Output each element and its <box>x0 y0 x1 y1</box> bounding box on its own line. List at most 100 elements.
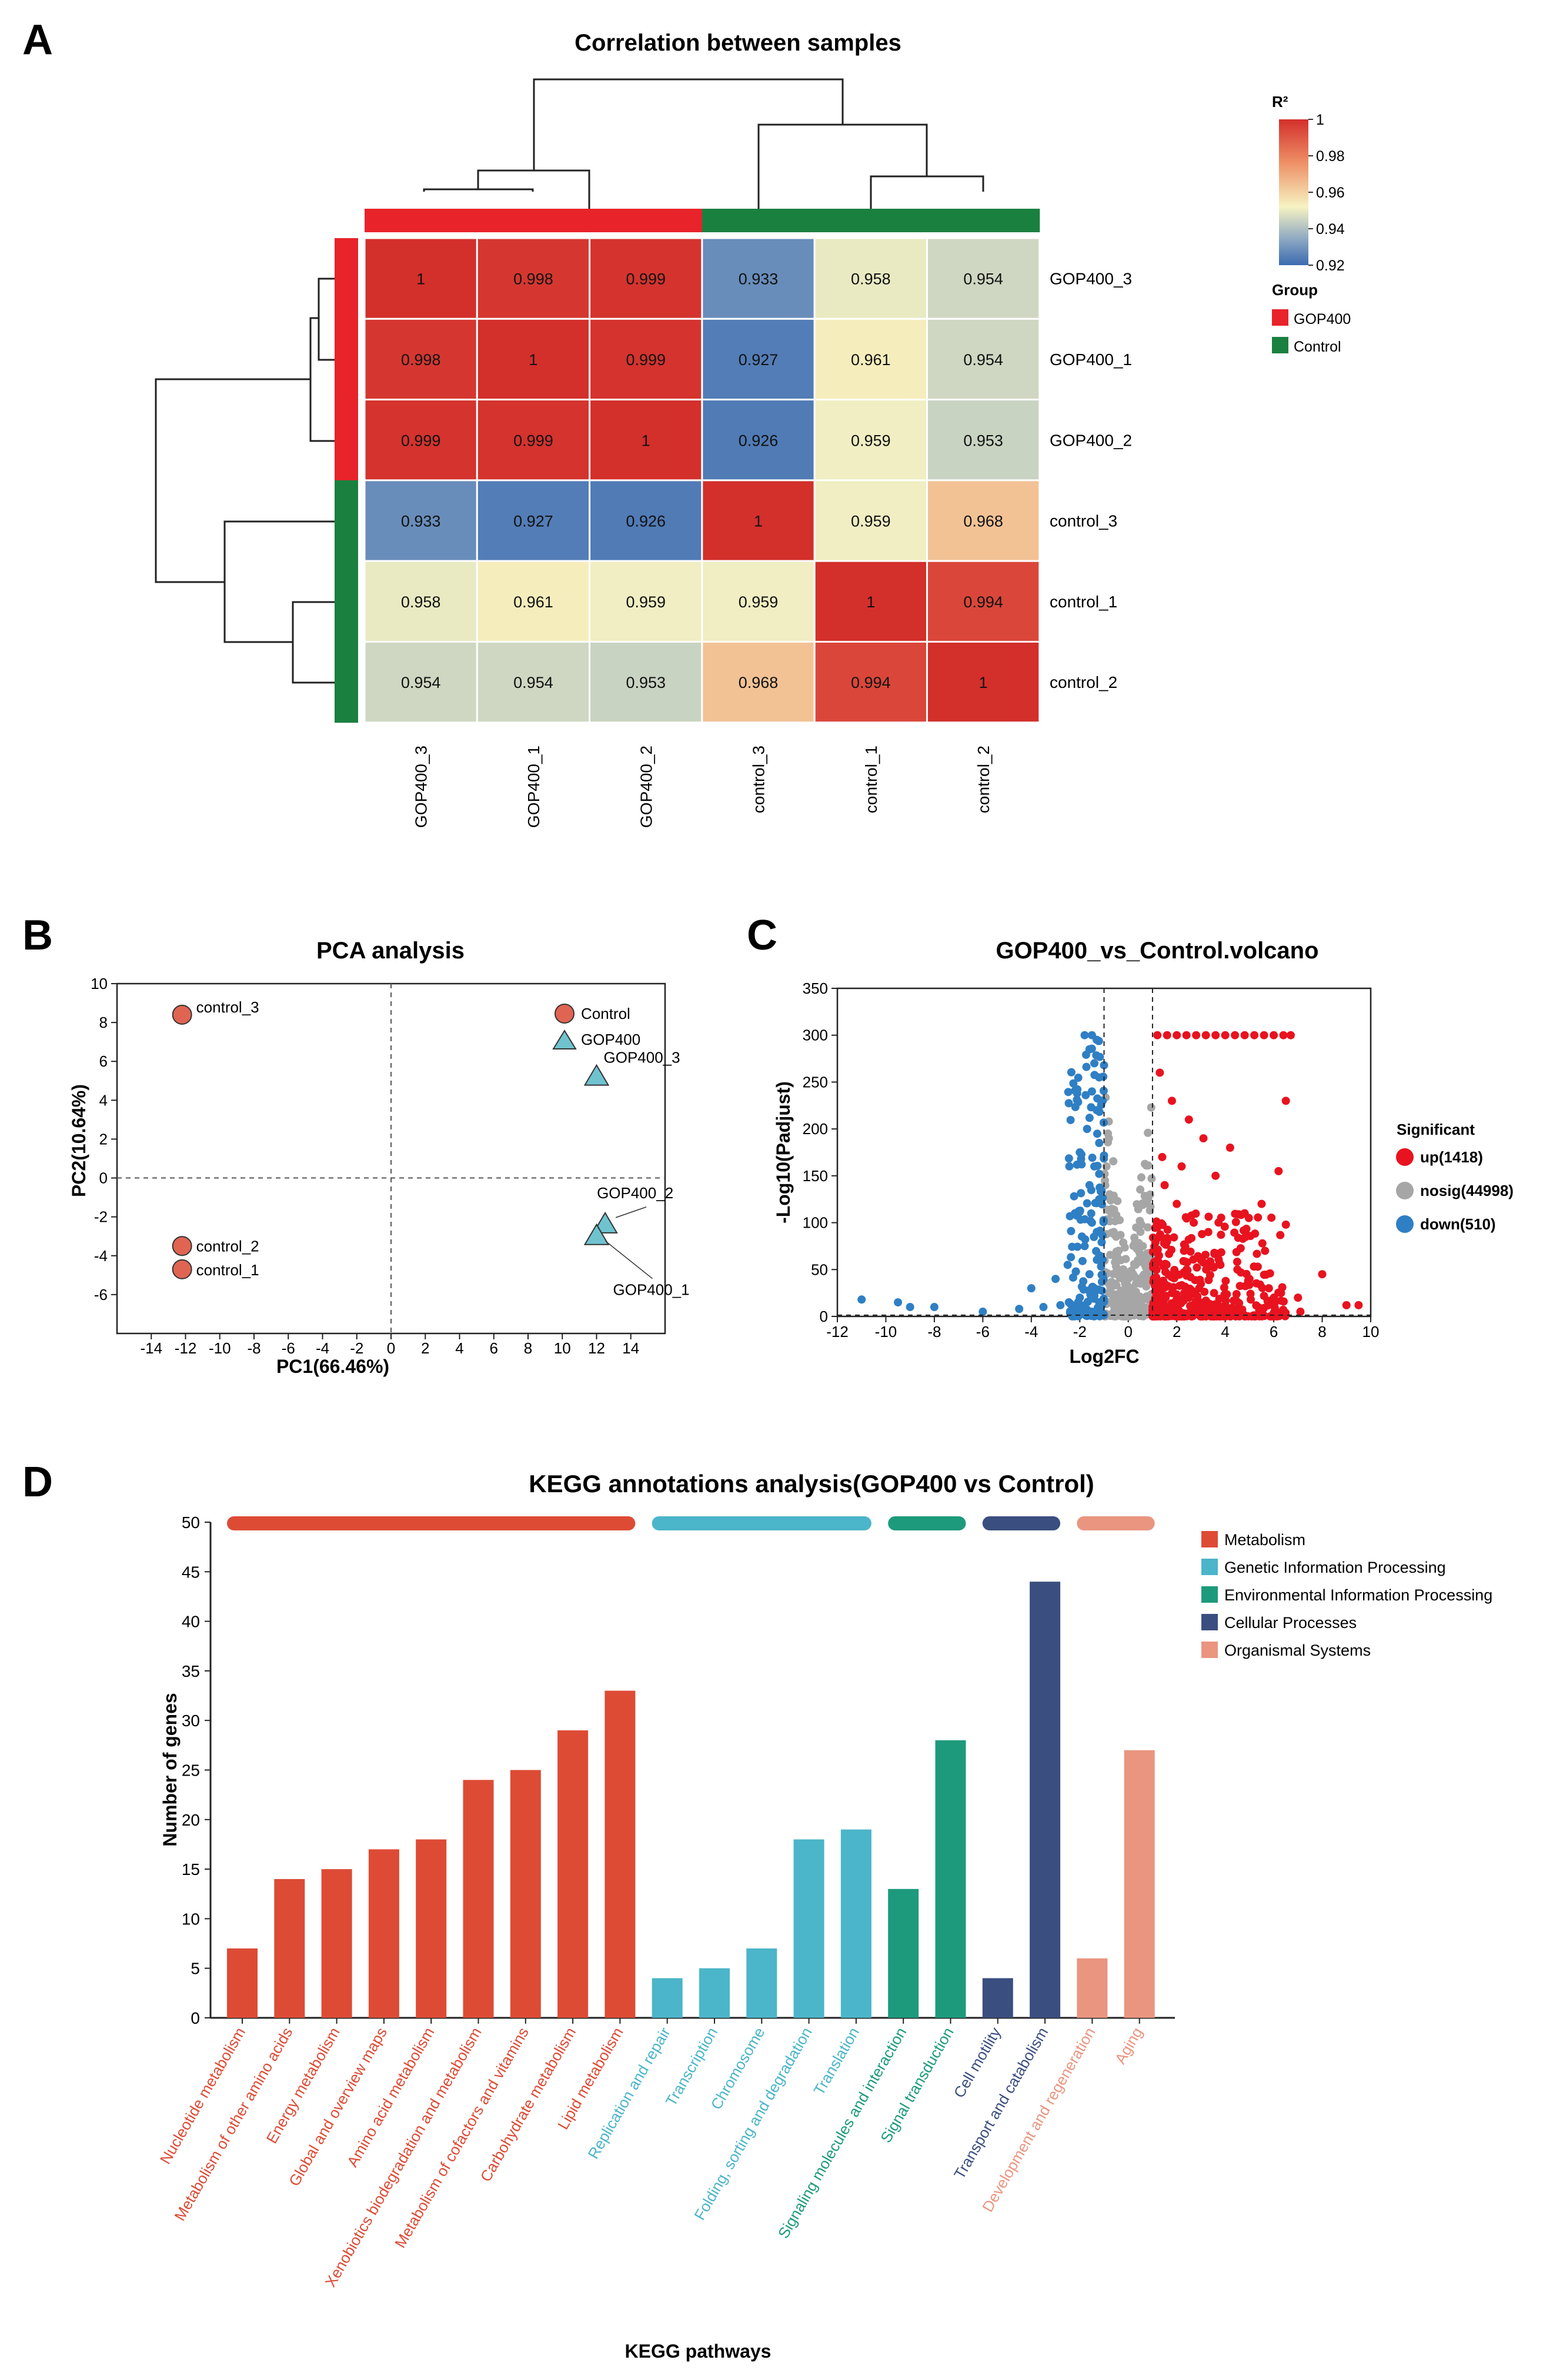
volcano-point-down <box>1067 1226 1076 1235</box>
kegg-category-label: Aging <box>1111 2024 1146 2067</box>
volcano-point-up <box>1251 1229 1260 1238</box>
volcano-point-down <box>1100 1061 1108 1069</box>
heatmap-cell <box>701 317 816 401</box>
volcano-y-tick-label: 350 <box>803 980 828 997</box>
volcano-point-down <box>1099 1087 1108 1095</box>
volcano-point-down <box>1087 1308 1096 1316</box>
volcano-point-up <box>1211 1171 1220 1180</box>
pca-y-tick-label: 4 <box>99 1091 108 1109</box>
panel-label-c: C <box>747 912 777 959</box>
volcano-point-down <box>1085 1045 1094 1054</box>
volcano-point-up <box>1204 1276 1213 1285</box>
volcano-x-tick-label: 10 <box>1362 1323 1380 1341</box>
kegg-y-tick-label: 25 <box>182 1761 200 1780</box>
heatmap-cell <box>926 399 1041 482</box>
colorbar-title: R² <box>1272 93 1288 111</box>
volcano-y-tick-label: 50 <box>811 1261 828 1278</box>
heatmap-cell <box>476 317 591 401</box>
volcano-point-nosig <box>1104 1134 1113 1143</box>
colorbar-tick-label: 0.96 <box>1316 185 1345 201</box>
volcano-point-up <box>1250 1031 1259 1039</box>
volcano-point-nosig <box>1128 1286 1137 1295</box>
volcano-legend-nosig-label: nosig(44998) <box>1420 1182 1514 1199</box>
group-legend-swatch-control <box>1272 337 1288 353</box>
heatmap-cell-value: 0.968 <box>963 513 1003 530</box>
volcano-point-down <box>1073 1095 1081 1104</box>
volcano-point-up <box>1221 1276 1230 1285</box>
pca-legend-control-label: Control <box>581 1005 630 1022</box>
heatmap-colorbar: R² 1 0.98 0.96 0.94 0.92 Group GOP400 Contro… <box>1272 93 1351 355</box>
volcano-x-tick-label: -6 <box>976 1323 990 1341</box>
pca-point-gop400 <box>583 1064 610 1086</box>
volcano-point-down <box>1095 1195 1104 1204</box>
kegg-y-tick-label: 5 <box>191 1960 200 1978</box>
volcano-point-down <box>930 1303 939 1312</box>
volcano-point-down <box>1063 1261 1072 1269</box>
kegg-legend-swatch-metabolism <box>1201 1531 1218 1547</box>
kegg-bar <box>888 1888 919 2018</box>
heatmap-panel: Correlation between samples 1 0.998 0.999 0… <box>155 30 1351 828</box>
volcano-point-down <box>1056 1301 1065 1309</box>
volcano-legend-nosig-marker <box>1396 1182 1414 1199</box>
heatmap-row-label: GOP400_3 <box>1050 270 1132 288</box>
volcano-point-up <box>1201 1298 1210 1307</box>
pca-x-tick-label: -8 <box>247 1339 260 1357</box>
pca-x-tick-label: 0 <box>387 1339 395 1357</box>
volcano-point-up <box>1260 1031 1268 1039</box>
volcano-point-down <box>1085 1181 1094 1189</box>
heatmap-cell <box>589 317 703 401</box>
kegg-bar <box>652 1978 683 2018</box>
volcano-point-up <box>1190 1218 1198 1227</box>
volcano-point-up <box>1225 1144 1234 1152</box>
heatmap-cell <box>363 641 478 724</box>
volcano-point-up <box>1204 1228 1213 1236</box>
heatmap-cell-value: 1 <box>866 593 875 611</box>
left-group-bar-GOP400_2 <box>335 399 358 481</box>
heatmap-cell-value: 0.954 <box>513 674 553 691</box>
kegg-y-tick-label: 0 <box>191 2009 200 2027</box>
pca-x-label: PC1(66.46%) <box>276 1356 389 1377</box>
volcano-point-nosig <box>1136 1279 1145 1288</box>
volcano-point-down <box>1071 1086 1080 1095</box>
heatmap-cell-value: 0.927 <box>739 351 779 369</box>
volcano-point-nosig <box>1121 1305 1130 1313</box>
group-legend-label-gop400: GOP400 <box>1294 311 1351 327</box>
kegg-axes: 0 5 10 15 20 25 30 35 40 45 50 <box>182 1513 1175 2027</box>
volcano-y-tick-label: 0 <box>820 1308 828 1325</box>
kegg-legend-swatch-cellular <box>1201 1614 1218 1630</box>
volcano-point-up <box>1181 1257 1190 1266</box>
kegg-y-label: Number of genes <box>159 1693 181 1846</box>
volcano-point-up <box>1158 1284 1167 1293</box>
volcano-point-down <box>1051 1275 1060 1283</box>
volcano-point-down <box>1087 1218 1096 1227</box>
volcano-point-nosig <box>1115 1272 1124 1281</box>
volcano-point-down <box>906 1303 914 1312</box>
heatmap-cell-value: 0.994 <box>851 674 891 691</box>
pca-x-tick-label: -2 <box>350 1339 363 1357</box>
volcano-point-up <box>1231 1209 1240 1218</box>
kegg-legend-label-metabolism: Metabolism <box>1224 1531 1305 1549</box>
heatmap-row-label: control_2 <box>1050 673 1117 691</box>
pca-point-label: GOP400_3 <box>604 1049 680 1067</box>
kegg-category-label: Translation <box>810 2024 863 2098</box>
heatmap-left-dendrogram <box>155 278 335 684</box>
volcano-point-up <box>1245 1281 1254 1289</box>
volcano-point-down <box>1093 1106 1101 1115</box>
kegg-y-tick-label: 45 <box>182 1563 200 1581</box>
volcano-point-up <box>1192 1031 1201 1039</box>
volcano-point-nosig <box>1109 1157 1118 1166</box>
pca-leader-line <box>615 1206 647 1218</box>
pca-legend: Control GOP400 <box>552 1004 640 1049</box>
pca-x-tick-label: -10 <box>209 1339 231 1357</box>
volcano-point-up <box>1173 1199 1181 1208</box>
kegg-y-tick-label: 10 <box>182 1910 200 1928</box>
volcano-point-up <box>1220 1283 1228 1292</box>
volcano-point-down <box>1096 1187 1105 1196</box>
heatmap-cell-value: 0.998 <box>401 351 441 369</box>
kegg-legend-label-organismal: Organismal Systems <box>1224 1642 1371 1659</box>
kegg-bar <box>368 1849 399 2018</box>
volcano-point-down <box>1095 1139 1104 1148</box>
volcano-point-nosig <box>1109 1308 1118 1316</box>
volcano-point-up <box>1197 1279 1205 1288</box>
volcano-point-down <box>857 1295 866 1304</box>
